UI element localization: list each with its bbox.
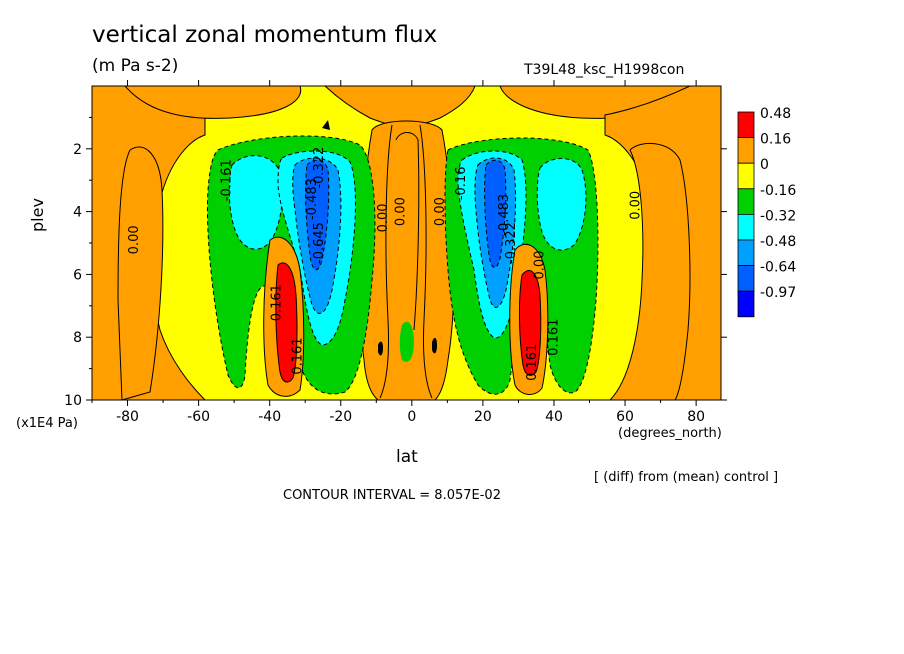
legend-swatch xyxy=(737,111,755,139)
y-axis-unit: (x1E4 Pa) xyxy=(16,416,78,431)
contour-label: -0.16 xyxy=(454,167,469,201)
center-contour-left xyxy=(379,124,393,399)
x-tick-label: 40 xyxy=(545,409,563,425)
axes-layer: -80 -60 -40 -20 0 20 40 60 80 2 4 6 8 10 xyxy=(64,80,727,425)
x-tick-label: -60 xyxy=(187,409,210,425)
diff-note: [ (diff) from (mean) control ] xyxy=(594,470,779,485)
contour-interval: CONTOUR INTERVAL = 8.057E-02 xyxy=(283,488,501,503)
contour-interval-value: 8.057E-02 xyxy=(434,488,501,503)
contour-label: 0.161 xyxy=(269,284,284,321)
y-tick-label: 6 xyxy=(73,267,82,283)
small-dark-blob-right xyxy=(432,337,437,354)
legend-swatch xyxy=(737,188,755,215)
contour-label: -0.322 xyxy=(504,222,519,264)
contour-label: -0.322 xyxy=(312,147,327,189)
contour-label: 0.00 xyxy=(433,197,448,226)
legend-label: -0.16 xyxy=(760,183,796,199)
x-tick-label: -40 xyxy=(258,409,281,425)
contour-label: -0.161 xyxy=(220,159,235,201)
x-tick-label: -20 xyxy=(329,409,352,425)
contour-label: 0.00 xyxy=(376,203,391,232)
marker-triangle xyxy=(322,120,330,130)
plot-fill-layer xyxy=(92,86,721,400)
x-axis-label: lat xyxy=(396,447,418,467)
legend-label: 0.16 xyxy=(760,132,791,148)
contour-interval-label: CONTOUR INTERVAL = xyxy=(283,488,431,503)
legend-swatch xyxy=(737,290,755,318)
green-blob-center xyxy=(399,321,414,362)
contour-label: 0.161 xyxy=(291,337,306,374)
red-core-south-inner xyxy=(275,262,298,383)
orange-region-lat-north xyxy=(609,142,691,400)
y-tick-label: 10 xyxy=(64,393,82,409)
y-tick-label: 4 xyxy=(73,205,82,221)
contour-label: -0.483 xyxy=(305,178,320,220)
contour-label: 0.161 xyxy=(525,344,540,381)
center-contour-right xyxy=(419,124,433,399)
small-dark-blob-left xyxy=(378,341,383,356)
run-id: T39L48_ksc_H1998con xyxy=(524,62,685,78)
legend-swatch xyxy=(737,265,755,292)
y-tick-label: 2 xyxy=(73,142,82,158)
color-legend: 0.48 0.16 0 -0.16 -0.32 -0.48 -0.64 -0.97 xyxy=(737,106,796,318)
contour-label: 0.161 xyxy=(547,319,562,356)
x-tick-label: -80 xyxy=(116,409,139,425)
x-tick-label: 80 xyxy=(687,409,705,425)
cyan-region-north-right xyxy=(536,158,587,251)
legend-label: 0 xyxy=(760,157,769,173)
legend-label: -0.32 xyxy=(760,208,796,224)
x-tick-label: 20 xyxy=(474,409,492,425)
cyan-region-south-left xyxy=(228,155,283,250)
contour-label: 0.00 xyxy=(127,225,142,254)
legend-label: -0.97 xyxy=(760,285,796,301)
contour-label: 0.00 xyxy=(628,191,643,220)
x-axis-unit: (degrees_north) xyxy=(618,426,722,441)
contour-label: -0.645 xyxy=(312,222,327,264)
legend-label: -0.48 xyxy=(760,234,796,250)
chart-units: (m Pa s-2) xyxy=(92,56,179,76)
deep-blue-region-south xyxy=(305,159,330,270)
x-tick-label: 60 xyxy=(616,409,634,425)
legend-swatch xyxy=(737,239,755,267)
red-core-north-inner xyxy=(518,270,542,376)
contour-label: 0.00 xyxy=(532,251,547,280)
chart-title: vertical zonal momentum flux xyxy=(92,22,438,48)
orange-region-nw xyxy=(92,86,302,119)
legend-label: 0.48 xyxy=(760,106,791,122)
x-tick-label: 0 xyxy=(407,409,416,425)
orange-region-lat-south xyxy=(117,146,164,400)
contour-label: -0.483 xyxy=(497,194,512,236)
y-tick-label: 8 xyxy=(73,330,82,346)
legend-swatch xyxy=(737,162,755,190)
legend-label: -0.64 xyxy=(760,260,796,276)
legend-swatch xyxy=(737,137,755,164)
legend-swatch xyxy=(737,213,755,241)
contour-label: 0.00 xyxy=(394,197,409,226)
center-contour-inner xyxy=(395,132,420,331)
deep-blue-region-north xyxy=(484,159,507,268)
